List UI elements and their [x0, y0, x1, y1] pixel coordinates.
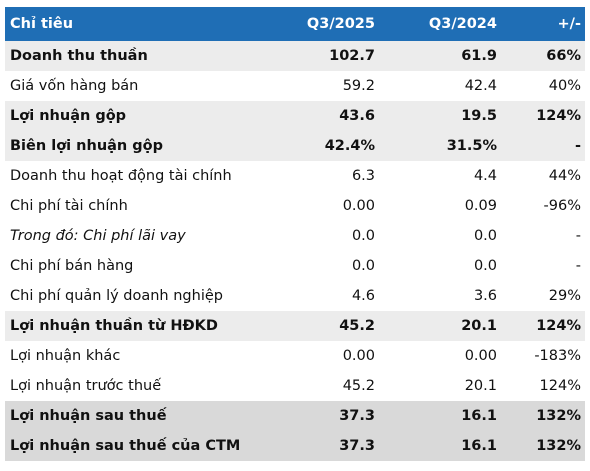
row-change-value: 44% — [548, 168, 581, 184]
row-q3-2024-value: 61.9 — [461, 48, 497, 64]
row-q3-2025-value: 0.0 — [351, 258, 375, 274]
table-row: Chi phí bán hàng 0.0 0.0 - — [5, 251, 585, 281]
row-q3-2025-value: 59.2 — [342, 78, 375, 94]
table-row: Lợi nhuận gộp 43.6 19.5 124% — [5, 101, 585, 131]
table-row: Chi phí quản lý doanh nghiệp 4.6 3.6 29% — [5, 281, 585, 311]
row-label: Chi phí bán hàng — [10, 258, 134, 274]
table-row: Giá vốn hàng bán 59.2 42.4 40% — [5, 71, 585, 101]
header-label: Chỉ tiêu — [10, 16, 74, 32]
row-label: Doanh thu hoạt động tài chính — [10, 168, 232, 184]
table-row: Lợi nhuận thuần từ HĐKD 45.2 20.1 124% — [5, 311, 585, 341]
row-q3-2025-value: 37.3 — [339, 438, 375, 454]
table-body: Doanh thu thuần 102.7 61.9 66% Giá vốn h… — [5, 41, 585, 461]
row-q3-2025-value: 42.4% — [324, 138, 375, 154]
row-q3-2025-value: 0.0 — [351, 228, 375, 244]
row-q3-2024-value: 42.4 — [464, 78, 497, 94]
table-row: Doanh thu hoạt động tài chính 6.3 4.4 44… — [5, 161, 585, 191]
header-change: +/- — [557, 16, 581, 32]
row-label: Giá vốn hàng bán — [10, 78, 139, 94]
row-q3-2024-value: 16.1 — [461, 408, 497, 424]
row-q3-2024-value: 19.5 — [461, 108, 497, 124]
row-change-value: -96% — [543, 198, 581, 214]
row-change-value: - — [575, 258, 581, 274]
row-change-value: 124% — [536, 318, 581, 334]
row-q3-2025-value: 45.2 — [339, 318, 375, 334]
row-change-value: - — [575, 228, 581, 244]
row-change-value: 124% — [539, 378, 581, 394]
row-change-value: 132% — [536, 408, 581, 424]
table-row: Lợi nhuận trước thuế 45.2 20.1 124% — [5, 371, 585, 401]
row-change-value: 132% — [536, 438, 581, 454]
row-q3-2025-value: 102.7 — [329, 48, 375, 64]
row-q3-2024-value: 20.1 — [464, 378, 497, 394]
row-label: Lợi nhuận thuần từ HĐKD — [10, 318, 218, 334]
row-label: Chi phí tài chính — [10, 198, 128, 214]
table-row: Lợi nhuận sau thuế của CTM 37.3 16.1 132… — [5, 431, 585, 461]
table-row: Trong đó: Chi phí lãi vay 0.0 0.0 - — [5, 221, 585, 251]
table-row: Lợi nhuận sau thuế 37.3 16.1 132% — [5, 401, 585, 431]
row-change-value: 29% — [548, 288, 581, 304]
row-q3-2025-value: 45.2 — [342, 378, 375, 394]
row-label: Lợi nhuận trước thuế — [10, 378, 162, 394]
row-label: Chi phí quản lý doanh nghiệp — [10, 288, 223, 304]
row-q3-2025-value: 0.00 — [342, 348, 375, 364]
row-label: Lợi nhuận sau thuế — [10, 408, 167, 424]
header-q3-2024: Q3/2024 — [428, 16, 497, 32]
table-header-row: Chỉ tiêu Q3/2025 Q3/2024 +/- — [5, 7, 585, 41]
table-row: Biên lợi nhuận gộp 42.4% 31.5% - — [5, 131, 585, 161]
row-change-value: 66% — [546, 48, 581, 64]
row-label: Doanh thu thuần — [10, 48, 148, 64]
row-q3-2024-value: 31.5% — [446, 138, 497, 154]
row-change-value: - — [574, 138, 581, 154]
row-change-value: -183% — [534, 348, 581, 364]
row-label: Trong đó: Chi phí lãi vay — [10, 228, 186, 244]
row-q3-2024-value: 3.6 — [473, 288, 497, 304]
row-change-value: 124% — [536, 108, 581, 124]
row-q3-2025-value: 43.6 — [339, 108, 375, 124]
row-label: Biên lợi nhuận gộp — [10, 138, 164, 154]
table-row: Lợi nhuận khác 0.00 0.00 -183% — [5, 341, 585, 371]
table-row: Chi phí tài chính 0.00 0.09 -96% — [5, 191, 585, 221]
row-q3-2024-value: 0.09 — [464, 198, 497, 214]
row-q3-2024-value: 0.0 — [473, 228, 497, 244]
table-row: Doanh thu thuần 102.7 61.9 66% — [5, 41, 585, 71]
row-q3-2025-value: 37.3 — [339, 408, 375, 424]
row-change-value: 40% — [548, 78, 581, 94]
header-q3-2025: Q3/2025 — [306, 16, 375, 32]
row-label: Lợi nhuận sau thuế của CTM — [10, 438, 241, 454]
row-q3-2024-value: 20.1 — [461, 318, 497, 334]
row-q3-2024-value: 0.00 — [464, 348, 497, 364]
row-q3-2025-value: 6.3 — [351, 168, 375, 184]
row-q3-2025-value: 4.6 — [351, 288, 375, 304]
row-q3-2024-value: 0.0 — [473, 258, 497, 274]
row-q3-2025-value: 0.00 — [342, 198, 375, 214]
row-q3-2024-value: 4.4 — [473, 168, 497, 184]
row-label: Lợi nhuận khác — [10, 348, 121, 364]
financial-summary-table: Chỉ tiêu Q3/2025 Q3/2024 +/- Doanh thu t… — [5, 7, 585, 461]
row-q3-2024-value: 16.1 — [461, 438, 497, 454]
row-label: Lợi nhuận gộp — [10, 108, 127, 124]
